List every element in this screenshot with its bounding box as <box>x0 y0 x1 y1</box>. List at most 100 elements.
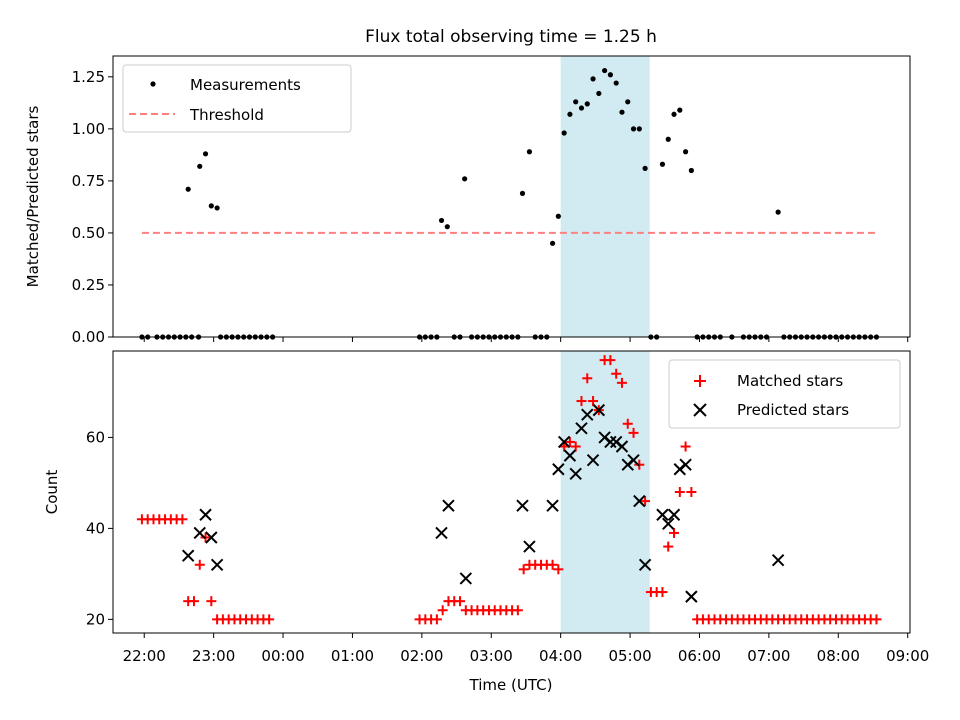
measurement-point <box>590 76 596 82</box>
measurement-point <box>677 107 683 113</box>
predicted-star-point <box>667 508 681 521</box>
matched-star-point <box>628 427 639 438</box>
predicted-star-point <box>581 408 594 421</box>
legend-predicted-marker <box>693 403 707 417</box>
legend-measurements-label: Measurements <box>190 76 301 94</box>
bottom-x-tick-label: 08:00 <box>817 647 860 665</box>
measurement-point <box>567 111 573 117</box>
predicted-star-point <box>662 517 675 531</box>
measurement-point <box>584 101 590 107</box>
predicted-star-point <box>435 526 448 540</box>
bottom-y-tick-label: 60 <box>86 428 105 446</box>
matched-star-point <box>616 377 627 388</box>
top-y-tick-label: 0.50 <box>72 224 105 242</box>
matched-star-point <box>657 587 668 598</box>
measurement-point <box>214 205 220 211</box>
predicted-star-point <box>552 463 565 476</box>
top-highlight-band <box>560 56 650 337</box>
top-x-ticks <box>143 337 909 342</box>
top-y-tick-label: 1.25 <box>72 68 105 86</box>
measurement-point <box>549 240 556 246</box>
measurement-point <box>202 151 209 157</box>
bottom-panel: 20 40 60 22:00 23:00 00:00 01:00 02:00 03:00 04:… <box>43 350 929 694</box>
predicted-star-point <box>563 449 577 462</box>
bottom-y-ticks: 20 40 60 <box>86 428 113 628</box>
bottom-y-tick-label: 40 <box>86 519 105 537</box>
top-panel: 0.00 0.25 0.50 0.75 1.00 1.25 Matched/Predict… <box>24 55 911 346</box>
bottom-highlight-band <box>560 351 650 633</box>
measurement-point <box>671 111 677 117</box>
predicted-star-point <box>771 554 785 567</box>
measurement-point <box>613 80 619 86</box>
measurement-point <box>208 203 214 209</box>
top-y-ticks: 0.00 0.25 0.50 0.75 1.00 1.25 <box>72 68 113 346</box>
matched-star-point <box>194 559 205 570</box>
matched-star-point <box>512 605 523 616</box>
predicted-star-point <box>633 494 646 508</box>
measurement-point <box>630 126 637 132</box>
predicted-star-point <box>459 572 473 585</box>
predicted-stars-points <box>181 403 785 603</box>
measurement-point <box>665 136 671 142</box>
matched-star-point <box>570 441 581 452</box>
legend-matched-label: Matched stars <box>737 372 843 390</box>
matched-star-point <box>669 527 680 538</box>
measurement-point <box>682 149 689 155</box>
measurement-point <box>625 99 631 105</box>
matched-star-point <box>206 596 217 607</box>
measurement-point <box>607 72 614 78</box>
predicted-star-point <box>627 453 640 467</box>
top-legend-box <box>122 64 352 133</box>
top-y-tick-label: 0.25 <box>72 276 105 294</box>
bottom-x-tick-label: 09:00 <box>886 647 929 665</box>
measurement-point <box>602 67 608 74</box>
bottom-x-tick-label: 06:00 <box>678 647 721 665</box>
predicted-star-point <box>523 540 536 553</box>
predicted-star-point <box>516 499 529 512</box>
measurement-point <box>596 90 602 97</box>
matched-star-point <box>611 368 622 379</box>
bottom-x-tick-label: 22:00 <box>123 647 166 665</box>
bottom-x-ticks: 22:00 23:00 00:00 01:00 02:00 03:00 04:00 05:00… <box>123 633 929 665</box>
bottom-x-tick-label: 01:00 <box>331 647 374 665</box>
matched-star-point <box>640 496 651 507</box>
legend-threshold-label: Threshold <box>189 106 264 124</box>
predicted-star-point <box>569 467 582 481</box>
predicted-star-point <box>557 435 571 449</box>
measurement-point <box>561 130 567 136</box>
top-y-tick-label: 0.75 <box>72 172 105 190</box>
legend-predicted-label: Predicted stars <box>737 401 849 419</box>
matched-star-point <box>686 487 697 497</box>
measurement-point <box>573 99 579 105</box>
matched-star-point <box>547 559 558 570</box>
predicted-star-point <box>210 558 224 571</box>
bottom-legend-box <box>668 359 901 429</box>
matched-star-point <box>582 373 593 384</box>
matched-star-point <box>437 605 448 616</box>
bottom-x-tick-label: 02:00 <box>400 647 443 665</box>
matched-star-point <box>674 487 685 497</box>
top-axes-frame <box>112 55 911 338</box>
x-axis-label: Time (UTC) <box>469 676 553 694</box>
predicted-star-point <box>199 508 212 521</box>
measurement-point <box>688 167 694 174</box>
chart-title: Flux total observing time = 1.25 h <box>365 27 657 47</box>
matched-star-point <box>431 614 442 625</box>
top-legend: Measurements Threshold <box>122 64 352 133</box>
matched-star-point <box>588 396 599 407</box>
bottom-x-tick-label: 05:00 <box>608 647 651 665</box>
measurement-point <box>775 209 781 215</box>
matched-star-point <box>177 514 188 525</box>
measurement-point <box>642 165 648 171</box>
top-y-tick-label: 1.00 <box>72 120 105 138</box>
bottom-x-tick-label: 00:00 <box>261 647 304 665</box>
measurement-point <box>578 105 585 111</box>
bottom-y-axis-label: Count <box>43 470 61 515</box>
measurement-point <box>526 149 533 155</box>
matched-star-point <box>518 564 529 575</box>
measurement-point <box>185 186 191 192</box>
measurement-point <box>659 161 666 167</box>
bottom-x-tick-label: 23:00 <box>192 647 235 665</box>
measurement-point <box>444 224 450 230</box>
bottom-legend: Matched stars Predicted stars <box>668 359 901 429</box>
